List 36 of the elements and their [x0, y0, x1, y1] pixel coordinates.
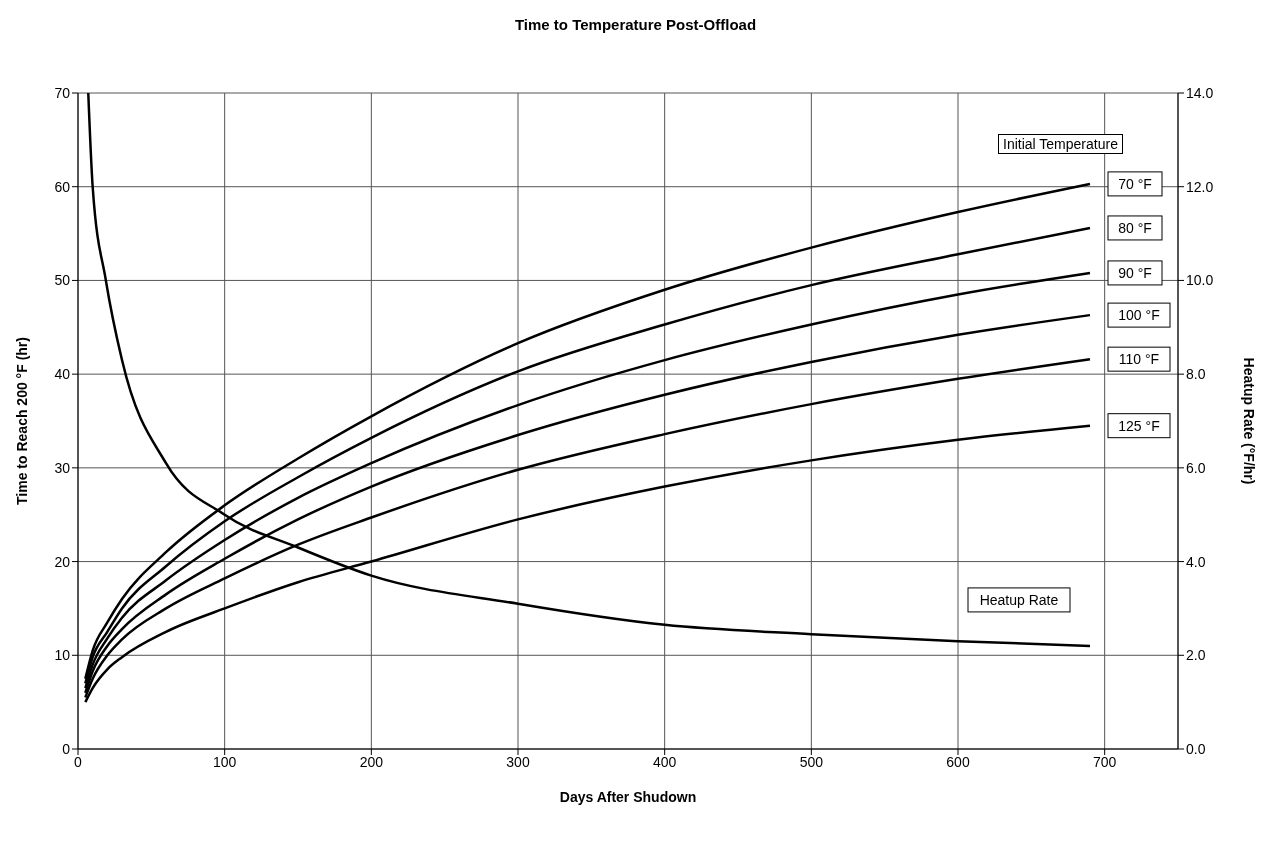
y2-tick-label: 0.0: [1186, 740, 1206, 757]
text: 125 °F: [1118, 417, 1160, 434]
y-tick-label: 0: [62, 740, 71, 757]
y2-tick-label: 8.0: [1186, 366, 1206, 383]
y2-tick-label: 2.0: [1186, 647, 1206, 664]
x-tick-label: 700: [1092, 753, 1117, 770]
y-tick-label: 30: [54, 459, 71, 476]
annotation: Initial Temperature: [998, 134, 1123, 154]
x-axis-title: Days After Shudown: [559, 789, 697, 805]
y-tick-label: 60: [54, 178, 71, 195]
y2-tick-label: 4.0: [1186, 553, 1206, 570]
y-tick-label: 40: [54, 366, 71, 383]
text: 100 °F: [1118, 307, 1160, 324]
x-tick-label: 500: [799, 753, 824, 770]
text: 90 °F: [1118, 264, 1152, 281]
y2-axis-title: Heatup Rate (°F/hr): [1241, 357, 1258, 485]
y2-tick-label: 12.0: [1186, 178, 1214, 195]
text: 110 °F: [1118, 351, 1160, 368]
x-tick-label: 100: [212, 753, 237, 770]
y-tick-label: 10: [54, 647, 71, 664]
y2-tick-label: 14.0: [1186, 84, 1214, 101]
text: Heatup Rate: [979, 591, 1059, 608]
chart-title: Time to Temperature Post-Offload: [513, 16, 758, 33]
x-tick-label: 0: [74, 753, 83, 770]
y-tick-label: 50: [54, 272, 71, 289]
y-tick-label: 20: [54, 553, 71, 570]
text: 80 °F: [1118, 219, 1152, 236]
x-tick-label: 200: [359, 753, 384, 770]
y-tick-label: 70: [54, 84, 71, 101]
y2-tick-label: 10.0: [1186, 272, 1214, 289]
y2-tick-label: 6.0: [1186, 459, 1206, 476]
x-tick-label: 300: [506, 753, 530, 770]
x-tick-label: 600: [946, 753, 970, 770]
x-tick-label: 400: [652, 753, 677, 770]
text: 70 °F: [1118, 175, 1152, 192]
y-axis-title: Time to Reach 200 °F (hr): [13, 337, 30, 505]
